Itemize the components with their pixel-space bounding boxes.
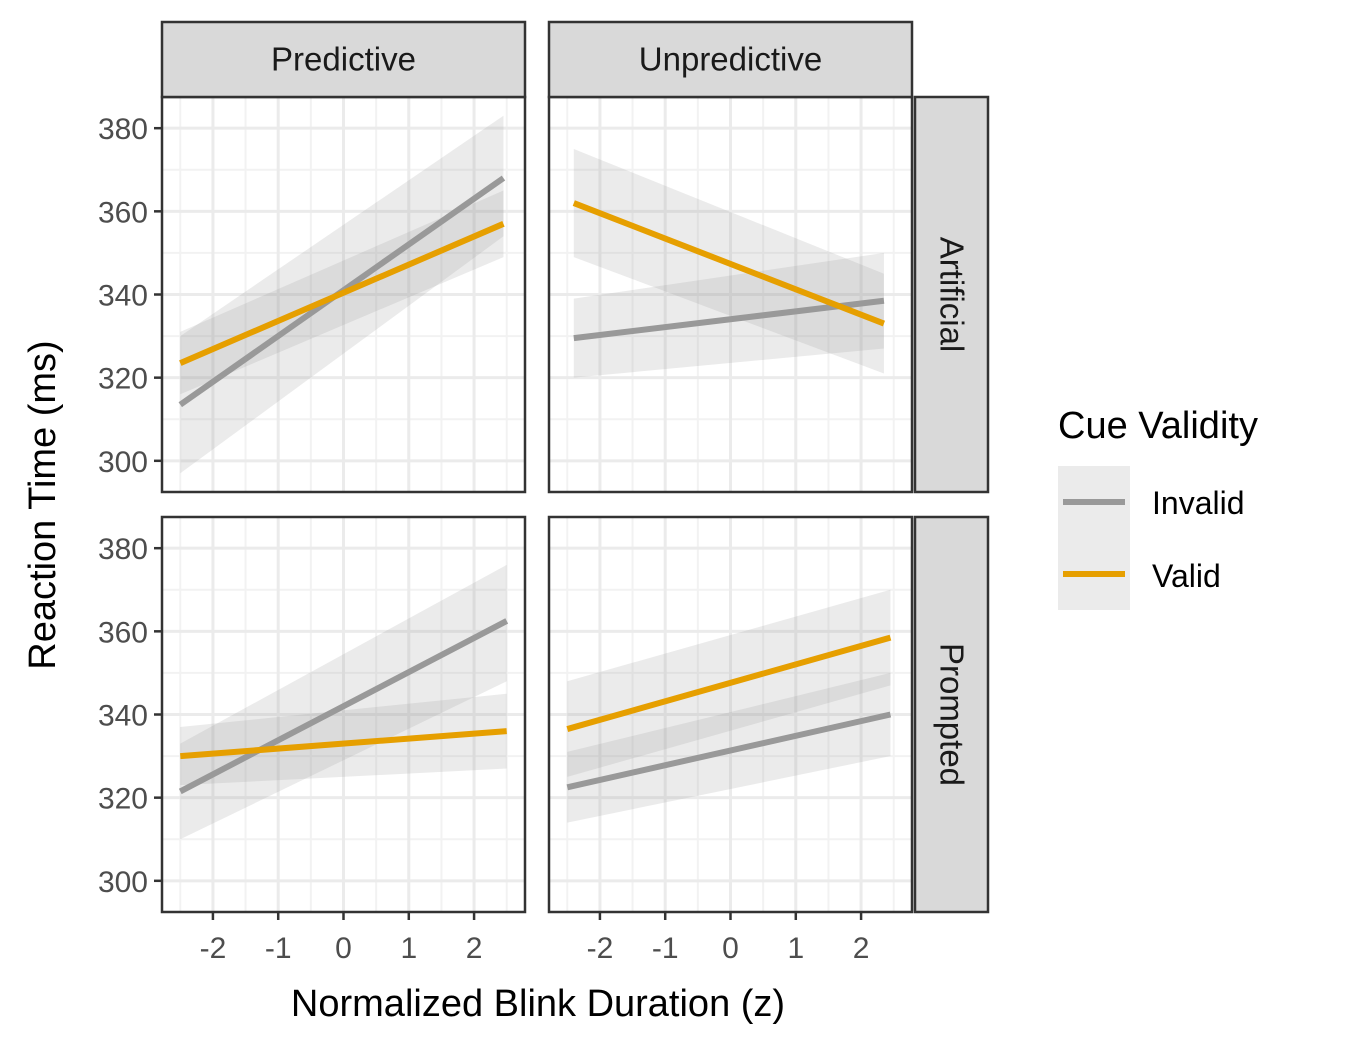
strip-artificial: Artificial — [913, 95, 990, 494]
strip-predictive: Predictive — [160, 20, 527, 99]
y-tick-label: 360 — [98, 616, 148, 649]
panel-predictive-prompted — [160, 515, 527, 914]
y-tick-label: 300 — [98, 446, 148, 479]
strip-label-prompted: Prompted — [934, 643, 971, 786]
x-tick-label: 2 — [466, 932, 483, 965]
strip-prompted: Prompted — [913, 515, 990, 914]
ci-ribbon-invalid — [573, 252, 884, 378]
y-tick-label: 340 — [98, 700, 148, 733]
y-tick-label: 380 — [98, 113, 148, 146]
x-tick-label: 0 — [722, 932, 739, 965]
strip-background — [913, 95, 990, 494]
strip-background — [913, 515, 990, 914]
series-line-invalid — [566, 711, 892, 791]
strip-label-unpredictive: Unpredictive — [639, 41, 822, 78]
x-tick-label: -1 — [265, 932, 292, 965]
ci-ribbon-valid — [180, 693, 507, 786]
x-axis-title: Normalized Blink Duration (z) — [291, 983, 785, 1025]
x-tick-label: -2 — [587, 932, 614, 965]
legend-label-valid: Valid — [1152, 558, 1221, 594]
y-tick-label: 360 — [98, 196, 148, 229]
y-tick-label: 320 — [98, 783, 148, 816]
y-tick-label: 340 — [98, 280, 148, 313]
series-line-invalid — [573, 297, 885, 342]
x-tick-label: 1 — [787, 932, 804, 965]
panel-predictive-artificial — [160, 95, 527, 494]
x-tick-label: -1 — [652, 932, 679, 965]
legend-label-invalid: Invalid — [1152, 485, 1245, 521]
x-tick-label: 0 — [335, 932, 352, 965]
legend-title: Cue Validity — [1058, 405, 1258, 447]
panels-layer — [160, 95, 914, 914]
y-tick-label: 320 — [98, 363, 148, 396]
ci-ribbon-invalid — [567, 672, 891, 823]
axes-layer: Predictive Unpredictive Artificial Prompted… — [98, 20, 990, 965]
panel-unpredictive-prompted — [547, 515, 914, 914]
ci-ribbon-invalid — [180, 564, 507, 840]
series-line-valid — [566, 634, 892, 732]
series-line-valid — [179, 221, 505, 366]
x-tick-label: 1 — [400, 932, 417, 965]
series-line-invalid — [178, 618, 509, 795]
series-line-valid — [180, 728, 507, 760]
strip-label-artificial: Artificial — [934, 237, 971, 353]
y-axis-title: Reaction Time (ms) — [22, 340, 64, 669]
series-line-valid — [572, 200, 886, 327]
strip-background — [160, 20, 527, 99]
strip-label-predictive: Predictive — [271, 41, 416, 78]
strip-unpredictive: Unpredictive — [547, 20, 914, 99]
x-tick-label: 2 — [853, 932, 870, 965]
panel-unpredictive-artificial — [547, 95, 914, 494]
y-tick-label: 300 — [98, 866, 148, 899]
strip-background — [547, 20, 914, 99]
x-tick-label: -2 — [200, 932, 227, 965]
legend-key-background — [1058, 466, 1130, 610]
y-tick-label: 380 — [98, 533, 148, 566]
legend: Cue Validity Invalid Valid — [1058, 405, 1258, 610]
